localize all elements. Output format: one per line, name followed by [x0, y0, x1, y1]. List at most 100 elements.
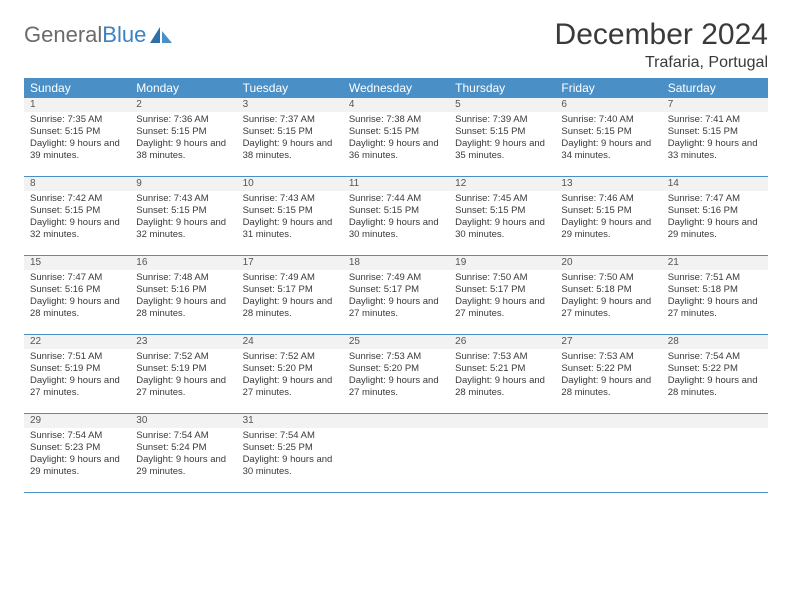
sunset-line: Sunset: 5:21 PM [455, 363, 549, 375]
sunrise-line: Sunrise: 7:49 AM [243, 272, 337, 284]
cell-body: Sunrise: 7:48 AMSunset: 5:16 PMDaylight:… [130, 270, 236, 324]
sunset-line: Sunset: 5:15 PM [455, 205, 549, 217]
sunrise-line: Sunrise: 7:41 AM [668, 114, 762, 126]
day-header: Thursday [449, 78, 555, 98]
sunrise-line: Sunrise: 7:47 AM [668, 193, 762, 205]
day-headers-row: SundayMondayTuesdayWednesdayThursdayFrid… [24, 78, 768, 98]
sunset-line: Sunset: 5:23 PM [30, 442, 124, 454]
daylight-line: Daylight: 9 hours and 28 minutes. [136, 296, 230, 320]
date-number [343, 414, 449, 428]
date-number: 21 [662, 256, 768, 270]
cell-body: Sunrise: 7:43 AMSunset: 5:15 PMDaylight:… [130, 191, 236, 245]
day-cell: 11Sunrise: 7:44 AMSunset: 5:15 PMDayligh… [343, 177, 449, 255]
day-cell: 27Sunrise: 7:53 AMSunset: 5:22 PMDayligh… [555, 335, 661, 413]
sunset-line: Sunset: 5:15 PM [349, 126, 443, 138]
month-title: December 2024 [555, 18, 768, 52]
daylight-line: Daylight: 9 hours and 38 minutes. [243, 138, 337, 162]
sunrise-line: Sunrise: 7:36 AM [136, 114, 230, 126]
daylight-line: Daylight: 9 hours and 29 minutes. [561, 217, 655, 241]
sunrise-line: Sunrise: 7:52 AM [136, 351, 230, 363]
sunset-line: Sunset: 5:22 PM [561, 363, 655, 375]
day-cell: 3Sunrise: 7:37 AMSunset: 5:15 PMDaylight… [237, 98, 343, 176]
sunset-line: Sunset: 5:16 PM [30, 284, 124, 296]
date-number: 15 [24, 256, 130, 270]
day-cell: 8Sunrise: 7:42 AMSunset: 5:15 PMDaylight… [24, 177, 130, 255]
sunrise-line: Sunrise: 7:50 AM [455, 272, 549, 284]
daylight-line: Daylight: 9 hours and 36 minutes. [349, 138, 443, 162]
daylight-line: Daylight: 9 hours and 27 minutes. [136, 375, 230, 399]
date-number [555, 414, 661, 428]
daylight-line: Daylight: 9 hours and 27 minutes. [349, 375, 443, 399]
daylight-line: Daylight: 9 hours and 35 minutes. [455, 138, 549, 162]
sunset-line: Sunset: 5:24 PM [136, 442, 230, 454]
day-header: Monday [130, 78, 236, 98]
daylight-line: Daylight: 9 hours and 30 minutes. [243, 454, 337, 478]
daylight-line: Daylight: 9 hours and 29 minutes. [30, 454, 124, 478]
date-number: 4 [343, 98, 449, 112]
cell-body: Sunrise: 7:54 AMSunset: 5:22 PMDaylight:… [662, 349, 768, 403]
daylight-line: Daylight: 9 hours and 34 minutes. [561, 138, 655, 162]
sunset-line: Sunset: 5:15 PM [455, 126, 549, 138]
date-number: 12 [449, 177, 555, 191]
title-block: December 2024 Trafaria, Portugal [555, 18, 768, 72]
week-row: 1Sunrise: 7:35 AMSunset: 5:15 PMDaylight… [24, 98, 768, 177]
daylight-line: Daylight: 9 hours and 27 minutes. [30, 375, 124, 399]
location: Trafaria, Portugal [555, 54, 768, 72]
cell-body: Sunrise: 7:50 AMSunset: 5:17 PMDaylight:… [449, 270, 555, 324]
day-cell: 19Sunrise: 7:50 AMSunset: 5:17 PMDayligh… [449, 256, 555, 334]
cell-body: Sunrise: 7:39 AMSunset: 5:15 PMDaylight:… [449, 112, 555, 166]
cell-body: Sunrise: 7:45 AMSunset: 5:15 PMDaylight:… [449, 191, 555, 245]
sunrise-line: Sunrise: 7:53 AM [561, 351, 655, 363]
day-cell: 20Sunrise: 7:50 AMSunset: 5:18 PMDayligh… [555, 256, 661, 334]
empty-cell [449, 414, 555, 492]
sunrise-line: Sunrise: 7:37 AM [243, 114, 337, 126]
daylight-line: Daylight: 9 hours and 39 minutes. [30, 138, 124, 162]
day-cell: 13Sunrise: 7:46 AMSunset: 5:15 PMDayligh… [555, 177, 661, 255]
week-row: 22Sunrise: 7:51 AMSunset: 5:19 PMDayligh… [24, 335, 768, 414]
sunrise-line: Sunrise: 7:46 AM [561, 193, 655, 205]
date-number: 30 [130, 414, 236, 428]
day-cell: 29Sunrise: 7:54 AMSunset: 5:23 PMDayligh… [24, 414, 130, 492]
sunset-line: Sunset: 5:19 PM [30, 363, 124, 375]
day-cell: 21Sunrise: 7:51 AMSunset: 5:18 PMDayligh… [662, 256, 768, 334]
empty-cell [555, 414, 661, 492]
daylight-line: Daylight: 9 hours and 28 minutes. [455, 375, 549, 399]
sunset-line: Sunset: 5:25 PM [243, 442, 337, 454]
daylight-line: Daylight: 9 hours and 30 minutes. [455, 217, 549, 241]
date-number: 23 [130, 335, 236, 349]
sunset-line: Sunset: 5:16 PM [136, 284, 230, 296]
daylight-line: Daylight: 9 hours and 32 minutes. [136, 217, 230, 241]
day-cell: 14Sunrise: 7:47 AMSunset: 5:16 PMDayligh… [662, 177, 768, 255]
week-row: 29Sunrise: 7:54 AMSunset: 5:23 PMDayligh… [24, 414, 768, 493]
daylight-line: Daylight: 9 hours and 28 minutes. [668, 375, 762, 399]
day-cell: 2Sunrise: 7:36 AMSunset: 5:15 PMDaylight… [130, 98, 236, 176]
sunset-line: Sunset: 5:20 PM [243, 363, 337, 375]
date-number: 16 [130, 256, 236, 270]
day-cell: 28Sunrise: 7:54 AMSunset: 5:22 PMDayligh… [662, 335, 768, 413]
daylight-line: Daylight: 9 hours and 27 minutes. [243, 375, 337, 399]
sunrise-line: Sunrise: 7:51 AM [30, 351, 124, 363]
daylight-line: Daylight: 9 hours and 30 minutes. [349, 217, 443, 241]
sunrise-line: Sunrise: 7:50 AM [561, 272, 655, 284]
date-number: 2 [130, 98, 236, 112]
daylight-line: Daylight: 9 hours and 28 minutes. [30, 296, 124, 320]
logo-text-blue: Blue [102, 22, 146, 48]
sunrise-line: Sunrise: 7:54 AM [668, 351, 762, 363]
date-number [449, 414, 555, 428]
date-number: 11 [343, 177, 449, 191]
cell-body: Sunrise: 7:53 AMSunset: 5:20 PMDaylight:… [343, 349, 449, 403]
date-number: 28 [662, 335, 768, 349]
sunrise-line: Sunrise: 7:48 AM [136, 272, 230, 284]
cell-body: Sunrise: 7:51 AMSunset: 5:18 PMDaylight:… [662, 270, 768, 324]
date-number: 27 [555, 335, 661, 349]
sunset-line: Sunset: 5:19 PM [136, 363, 230, 375]
day-cell: 22Sunrise: 7:51 AMSunset: 5:19 PMDayligh… [24, 335, 130, 413]
cell-body: Sunrise: 7:37 AMSunset: 5:15 PMDaylight:… [237, 112, 343, 166]
sunrise-line: Sunrise: 7:53 AM [455, 351, 549, 363]
cell-body: Sunrise: 7:51 AMSunset: 5:19 PMDaylight:… [24, 349, 130, 403]
day-cell: 1Sunrise: 7:35 AMSunset: 5:15 PMDaylight… [24, 98, 130, 176]
sunrise-line: Sunrise: 7:43 AM [243, 193, 337, 205]
date-number: 18 [343, 256, 449, 270]
cell-body: Sunrise: 7:50 AMSunset: 5:18 PMDaylight:… [555, 270, 661, 324]
day-cell: 17Sunrise: 7:49 AMSunset: 5:17 PMDayligh… [237, 256, 343, 334]
